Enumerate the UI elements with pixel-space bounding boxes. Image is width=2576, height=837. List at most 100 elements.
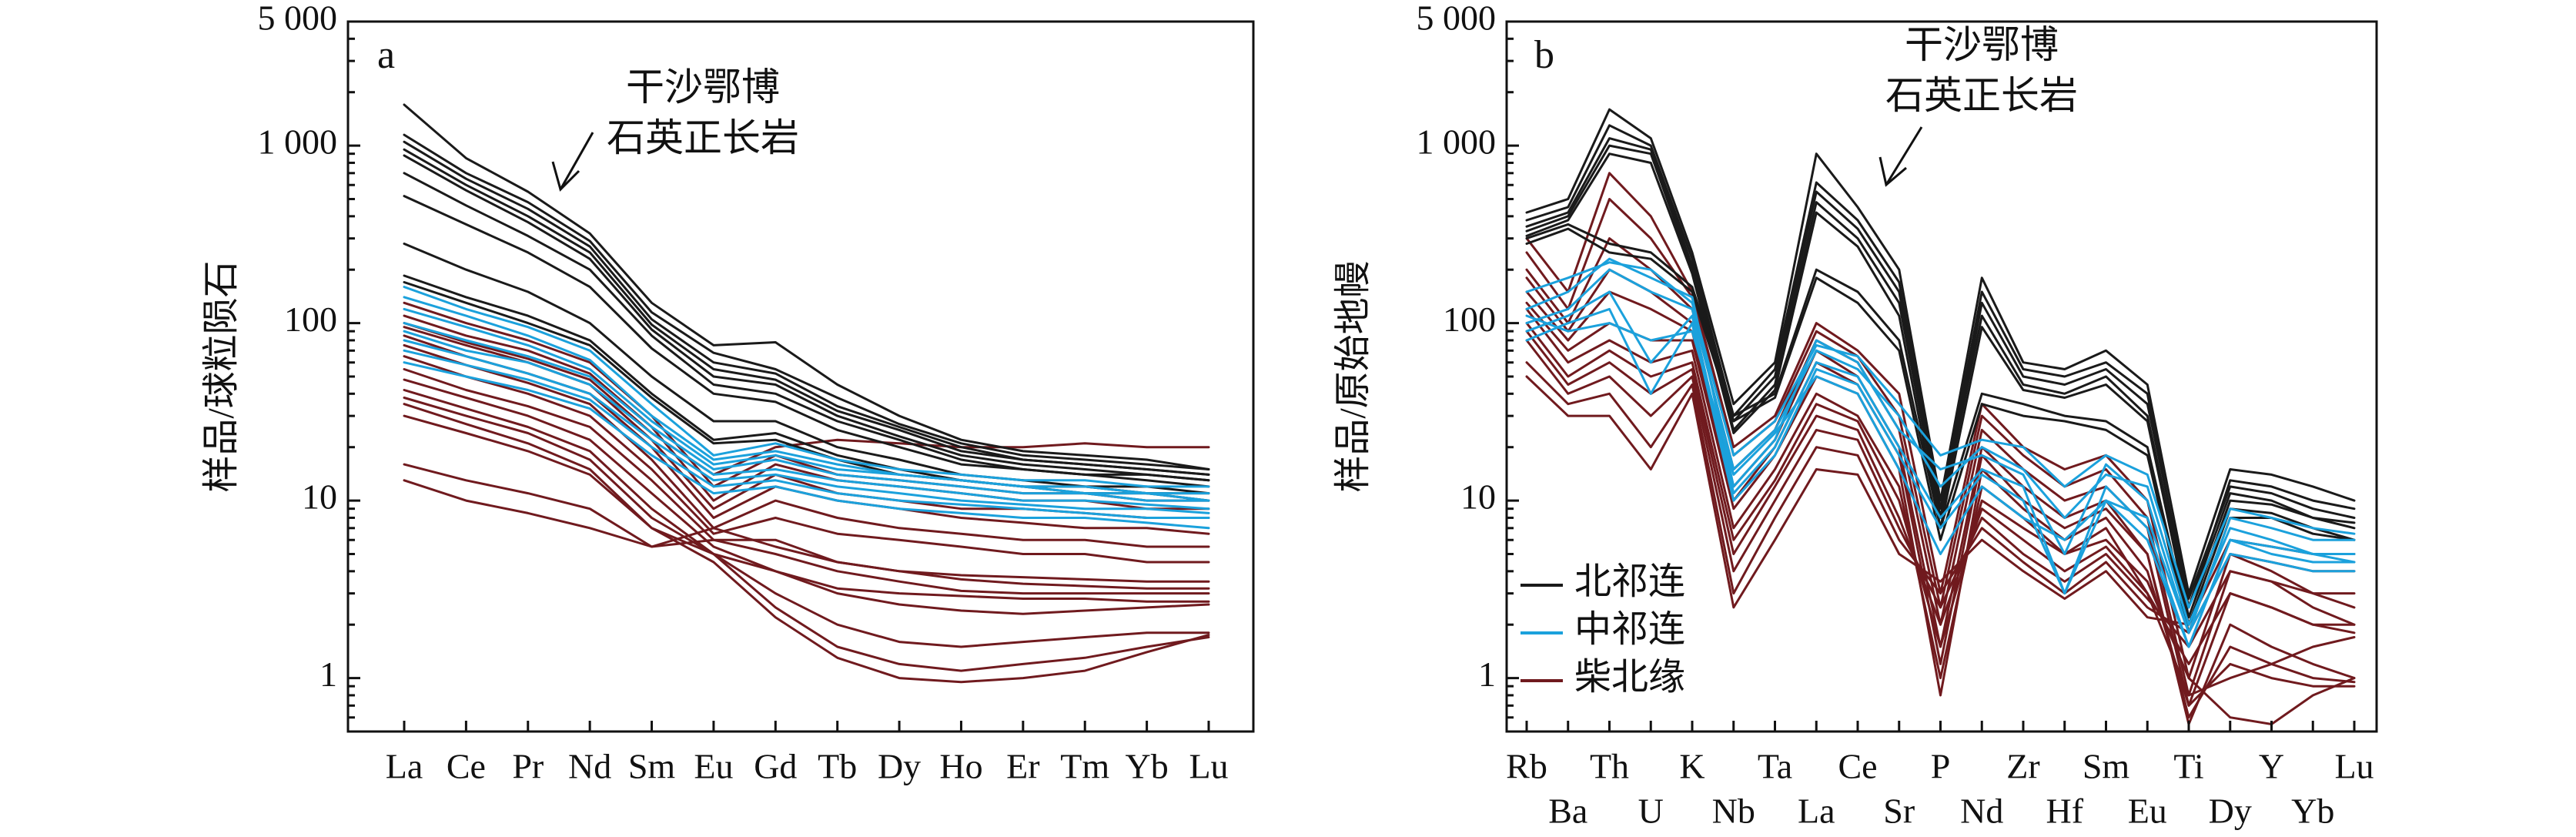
x-tick-label: Ta	[1758, 747, 1792, 786]
y-tick-label: 1 000	[258, 122, 338, 162]
x-tick-label: Y	[2259, 747, 2284, 786]
legend-item-central: 中祁连	[1521, 609, 1685, 650]
series-line-north	[1525, 108, 2356, 595]
panel-b-annotation-line2: 石英正长岩	[1885, 74, 2078, 117]
series-line-chaibei	[403, 301, 1210, 502]
x-tick-label: Ce	[1838, 747, 1877, 786]
series-line-chaibei	[1525, 307, 2356, 697]
y-tick-label: 10	[1460, 477, 1496, 517]
x-tick-label: Dy	[2209, 792, 2252, 831]
x-tick-label: Lu	[1189, 747, 1228, 786]
series-line-chaibei	[403, 463, 1210, 595]
series-line-central	[403, 330, 1210, 511]
panel-a-annotation-line2: 石英正长岩	[607, 116, 799, 159]
x-tick-label: K	[1679, 747, 1705, 786]
legend-label-north: 北祁连	[1574, 561, 1685, 602]
panel-a-annotation-line1: 干沙鄂博	[626, 65, 780, 109]
panel-a-ree-chondrite: 1 10 100 1 000 5 000 La Ce Pr Nd Sm Eu Gd Tb Dy Ho Er T…	[201, 0, 1255, 786]
series-line-chaibei	[403, 397, 1210, 672]
series-line-north	[403, 195, 1210, 488]
legend: 北祁连 中祁连 柴北缘	[1521, 561, 1685, 698]
x-tick-label: Nd	[568, 747, 611, 786]
x-tick-label: La	[1798, 792, 1835, 831]
panel-a-x-axis: La Ce Pr Nd Sm Eu Gd Tb Dy Ho Er Tm Yb Lu	[386, 721, 1229, 786]
x-tick-label: Nd	[1960, 792, 2003, 831]
series-line-chaibei	[1525, 339, 2356, 648]
y-tick-label: 100	[1443, 300, 1496, 339]
x-tick-label: Lu	[2334, 747, 2374, 786]
panel-a-y-axis-label: 样品/球粒陨石	[201, 260, 242, 492]
panel-b-label: b	[1534, 33, 1554, 77]
panel-b-y-axis-label: 样品/原始地幔	[1333, 260, 1373, 492]
y-tick-label: 5 000	[1417, 0, 1497, 38]
series-line-central	[403, 296, 1210, 495]
x-tick-label: P	[1931, 747, 1951, 786]
series-line-chaibei	[403, 414, 1210, 603]
series-line-central	[1525, 261, 2356, 609]
series-line-central	[1525, 257, 2356, 634]
x-tick-label: Th	[1590, 747, 1629, 786]
x-tick-label: Sm	[2083, 747, 2130, 786]
y-tick-label: 100	[284, 300, 337, 339]
x-tick-label: Eu	[2128, 792, 2167, 831]
panel-b-series-layer	[1525, 108, 2356, 725]
x-tick-label: Zr	[2006, 747, 2039, 786]
series-line-chaibei	[403, 378, 1210, 615]
legend-item-chaibei: 柴北缘	[1521, 657, 1685, 698]
x-tick-label: Ti	[2173, 747, 2203, 786]
series-line-chaibei	[403, 403, 1210, 684]
x-tick-label: Dy	[878, 747, 921, 786]
series-line-chaibei	[403, 355, 1210, 564]
series-line-chaibei	[403, 368, 1210, 590]
series-line-chaibei	[403, 389, 1210, 648]
panel-b-annotation-line1: 干沙鄂博	[1905, 23, 2059, 66]
y-tick-label: 10	[302, 477, 337, 517]
y-tick-label: 5 000	[258, 0, 338, 38]
x-tick-label: Rb	[1506, 747, 1547, 786]
series-line-central	[1525, 268, 2356, 626]
y-tick-label: 1	[319, 655, 337, 694]
series-line-central	[403, 339, 1210, 514]
x-tick-label: Tb	[818, 747, 857, 786]
series-line-chaibei	[1525, 301, 2356, 707]
legend-label-chaibei: 柴北缘	[1574, 657, 1685, 698]
series-line-north	[403, 140, 1210, 476]
y-tick-label: 1	[1478, 655, 1496, 694]
series-line-chaibei	[1525, 330, 2356, 665]
series-line-central	[403, 349, 1210, 519]
y-tick-label: 1 000	[1417, 122, 1497, 162]
panel-a-frame	[346, 20, 1255, 733]
x-tick-label: Er	[1006, 747, 1039, 786]
series-line-central	[403, 286, 1210, 488]
panel-a-series-layer	[403, 103, 1210, 684]
series-line-central	[1525, 307, 2356, 648]
series-line-north	[403, 103, 1210, 470]
panel-b-annotation-arrow	[1878, 126, 1923, 187]
series-line-north	[403, 133, 1210, 470]
x-tick-label: Pr	[512, 747, 544, 786]
x-tick-label: Ce	[447, 747, 486, 786]
x-tick-label: Ho	[939, 747, 982, 786]
x-tick-label: Yb	[1125, 747, 1168, 786]
x-tick-label: Ba	[1548, 792, 1587, 831]
x-tick-label: Eu	[694, 747, 733, 786]
series-line-chaibei	[1525, 375, 2356, 626]
panel-a-label: a	[377, 33, 395, 77]
series-line-central	[403, 361, 1210, 530]
series-line-chaibei	[1525, 290, 2356, 719]
series-line-chaibei	[403, 479, 1210, 583]
series-line-north	[1525, 152, 2356, 619]
x-tick-label: Hf	[2046, 792, 2083, 831]
x-tick-label: Tm	[1060, 747, 1109, 786]
series-line-chaibei	[403, 343, 1210, 548]
x-tick-label: Sm	[628, 747, 676, 786]
x-tick-label: Nb	[1712, 792, 1755, 831]
x-tick-label: Sr	[1883, 792, 1915, 831]
panel-a-y-axis: 1 10 100 1 000 5 000	[258, 0, 360, 719]
series-line-central	[1525, 314, 2356, 634]
series-line-central	[403, 322, 1210, 502]
x-tick-label: La	[386, 747, 423, 786]
panel-a-annotation-arrow	[551, 132, 594, 192]
